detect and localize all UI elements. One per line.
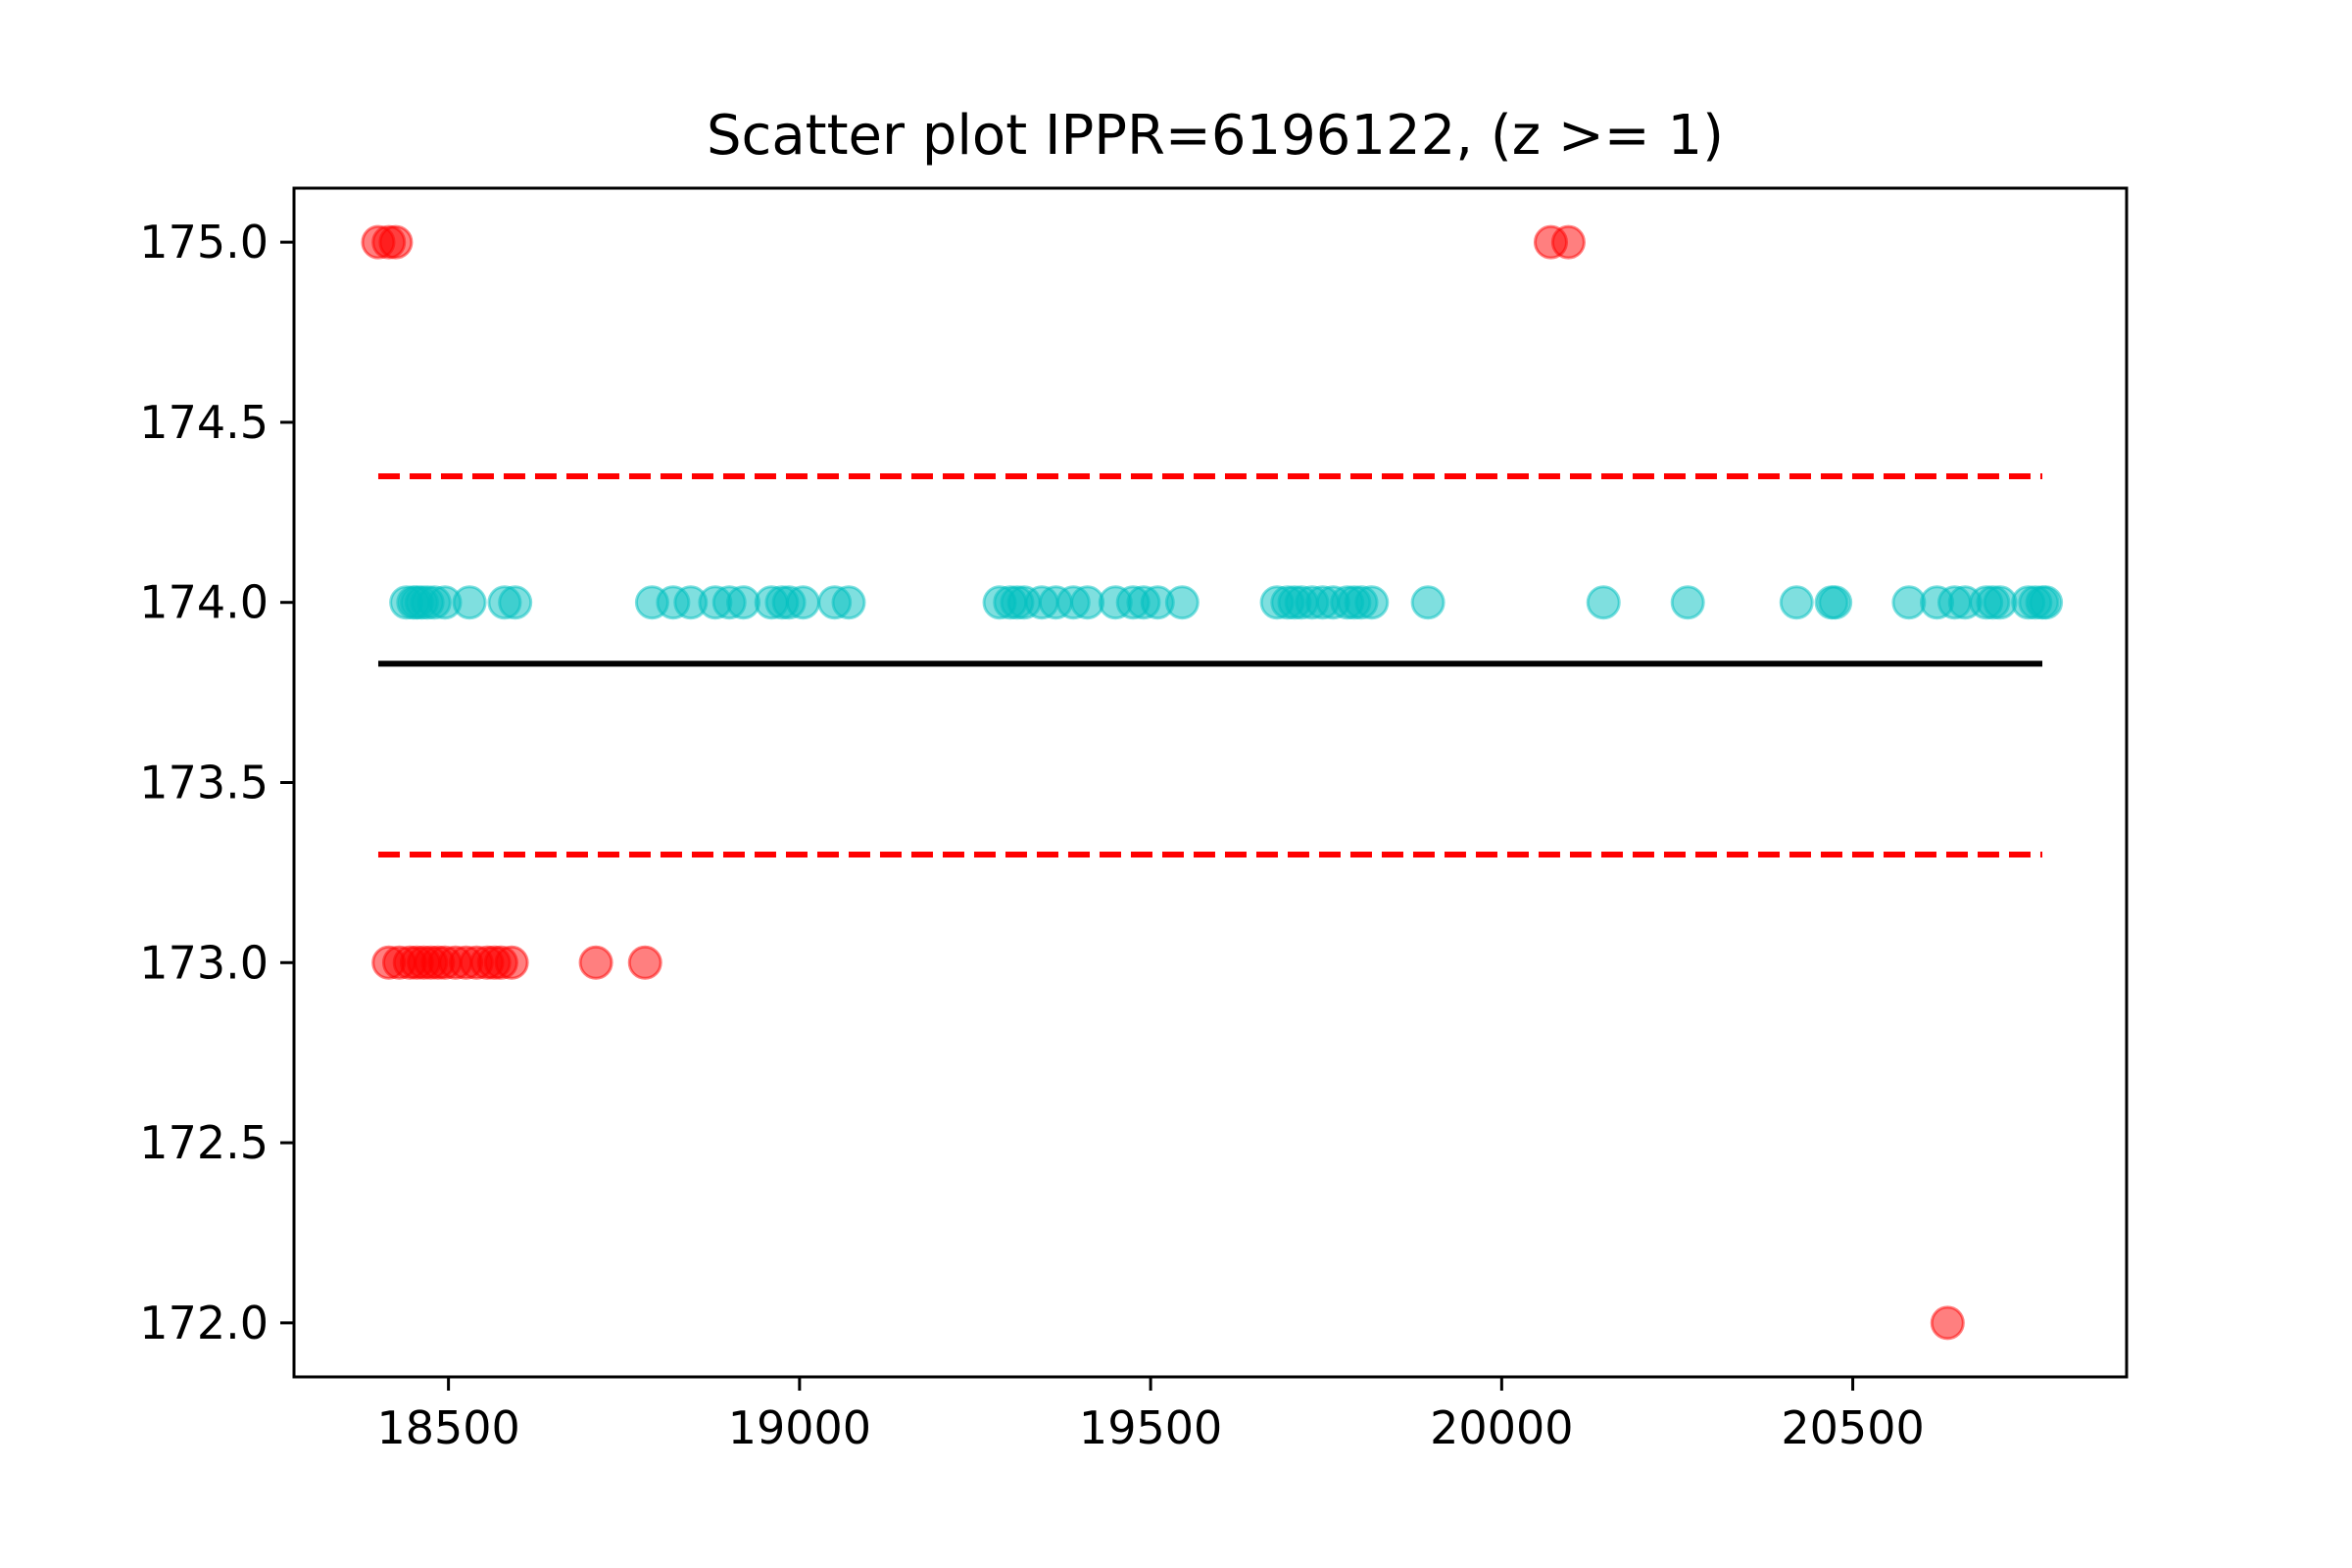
x-tick-label: 19000: [728, 1401, 871, 1454]
x-tick-label: 18500: [376, 1401, 519, 1454]
y-tick-label: 173.5: [139, 757, 269, 809]
inlier-point: [1354, 585, 1390, 620]
outlier-point: [627, 945, 662, 980]
inlier-point: [452, 585, 487, 620]
inlier-point: [498, 585, 533, 620]
inlier-point: [831, 585, 866, 620]
outlier-point: [494, 945, 529, 980]
x-tick-label: 20500: [1781, 1401, 1924, 1454]
outlier-point: [1930, 1305, 1965, 1341]
y-axis: 172.0 172.5 173.0 173.5 174.0 174.5 175.0: [139, 216, 294, 1349]
data-points: [361, 224, 2064, 1341]
inlier-point: [1410, 585, 1446, 620]
outlier-point: [1550, 224, 1586, 260]
inlier-point: [1818, 585, 1853, 620]
x-tick-label: 20000: [1430, 1401, 1573, 1454]
outlier-point: [378, 224, 414, 260]
inlier-point: [1779, 585, 1814, 620]
y-tick-label: 173.0: [139, 936, 269, 989]
chart-title: Scatter plot IPPR=6196122, (z >= 1): [707, 104, 1724, 168]
y-tick-label: 175.0: [139, 216, 269, 269]
inlier-point: [785, 585, 820, 620]
reference-lines: [377, 473, 2043, 858]
y-tick-label: 172.0: [139, 1297, 269, 1349]
outlier-point: [578, 945, 613, 980]
inlier-point: [1670, 585, 1705, 620]
inlier-point: [1586, 585, 1621, 620]
x-tick-label: 19500: [1079, 1401, 1222, 1454]
y-tick-label: 172.5: [139, 1116, 269, 1169]
inlier-point: [1164, 585, 1200, 620]
x-axis: 18500 19000 19500 20000 20500: [376, 1377, 1925, 1454]
inlier-point: [2029, 585, 2064, 620]
y-tick-label: 174.0: [139, 576, 269, 629]
y-tick-label: 174.5: [139, 396, 269, 449]
